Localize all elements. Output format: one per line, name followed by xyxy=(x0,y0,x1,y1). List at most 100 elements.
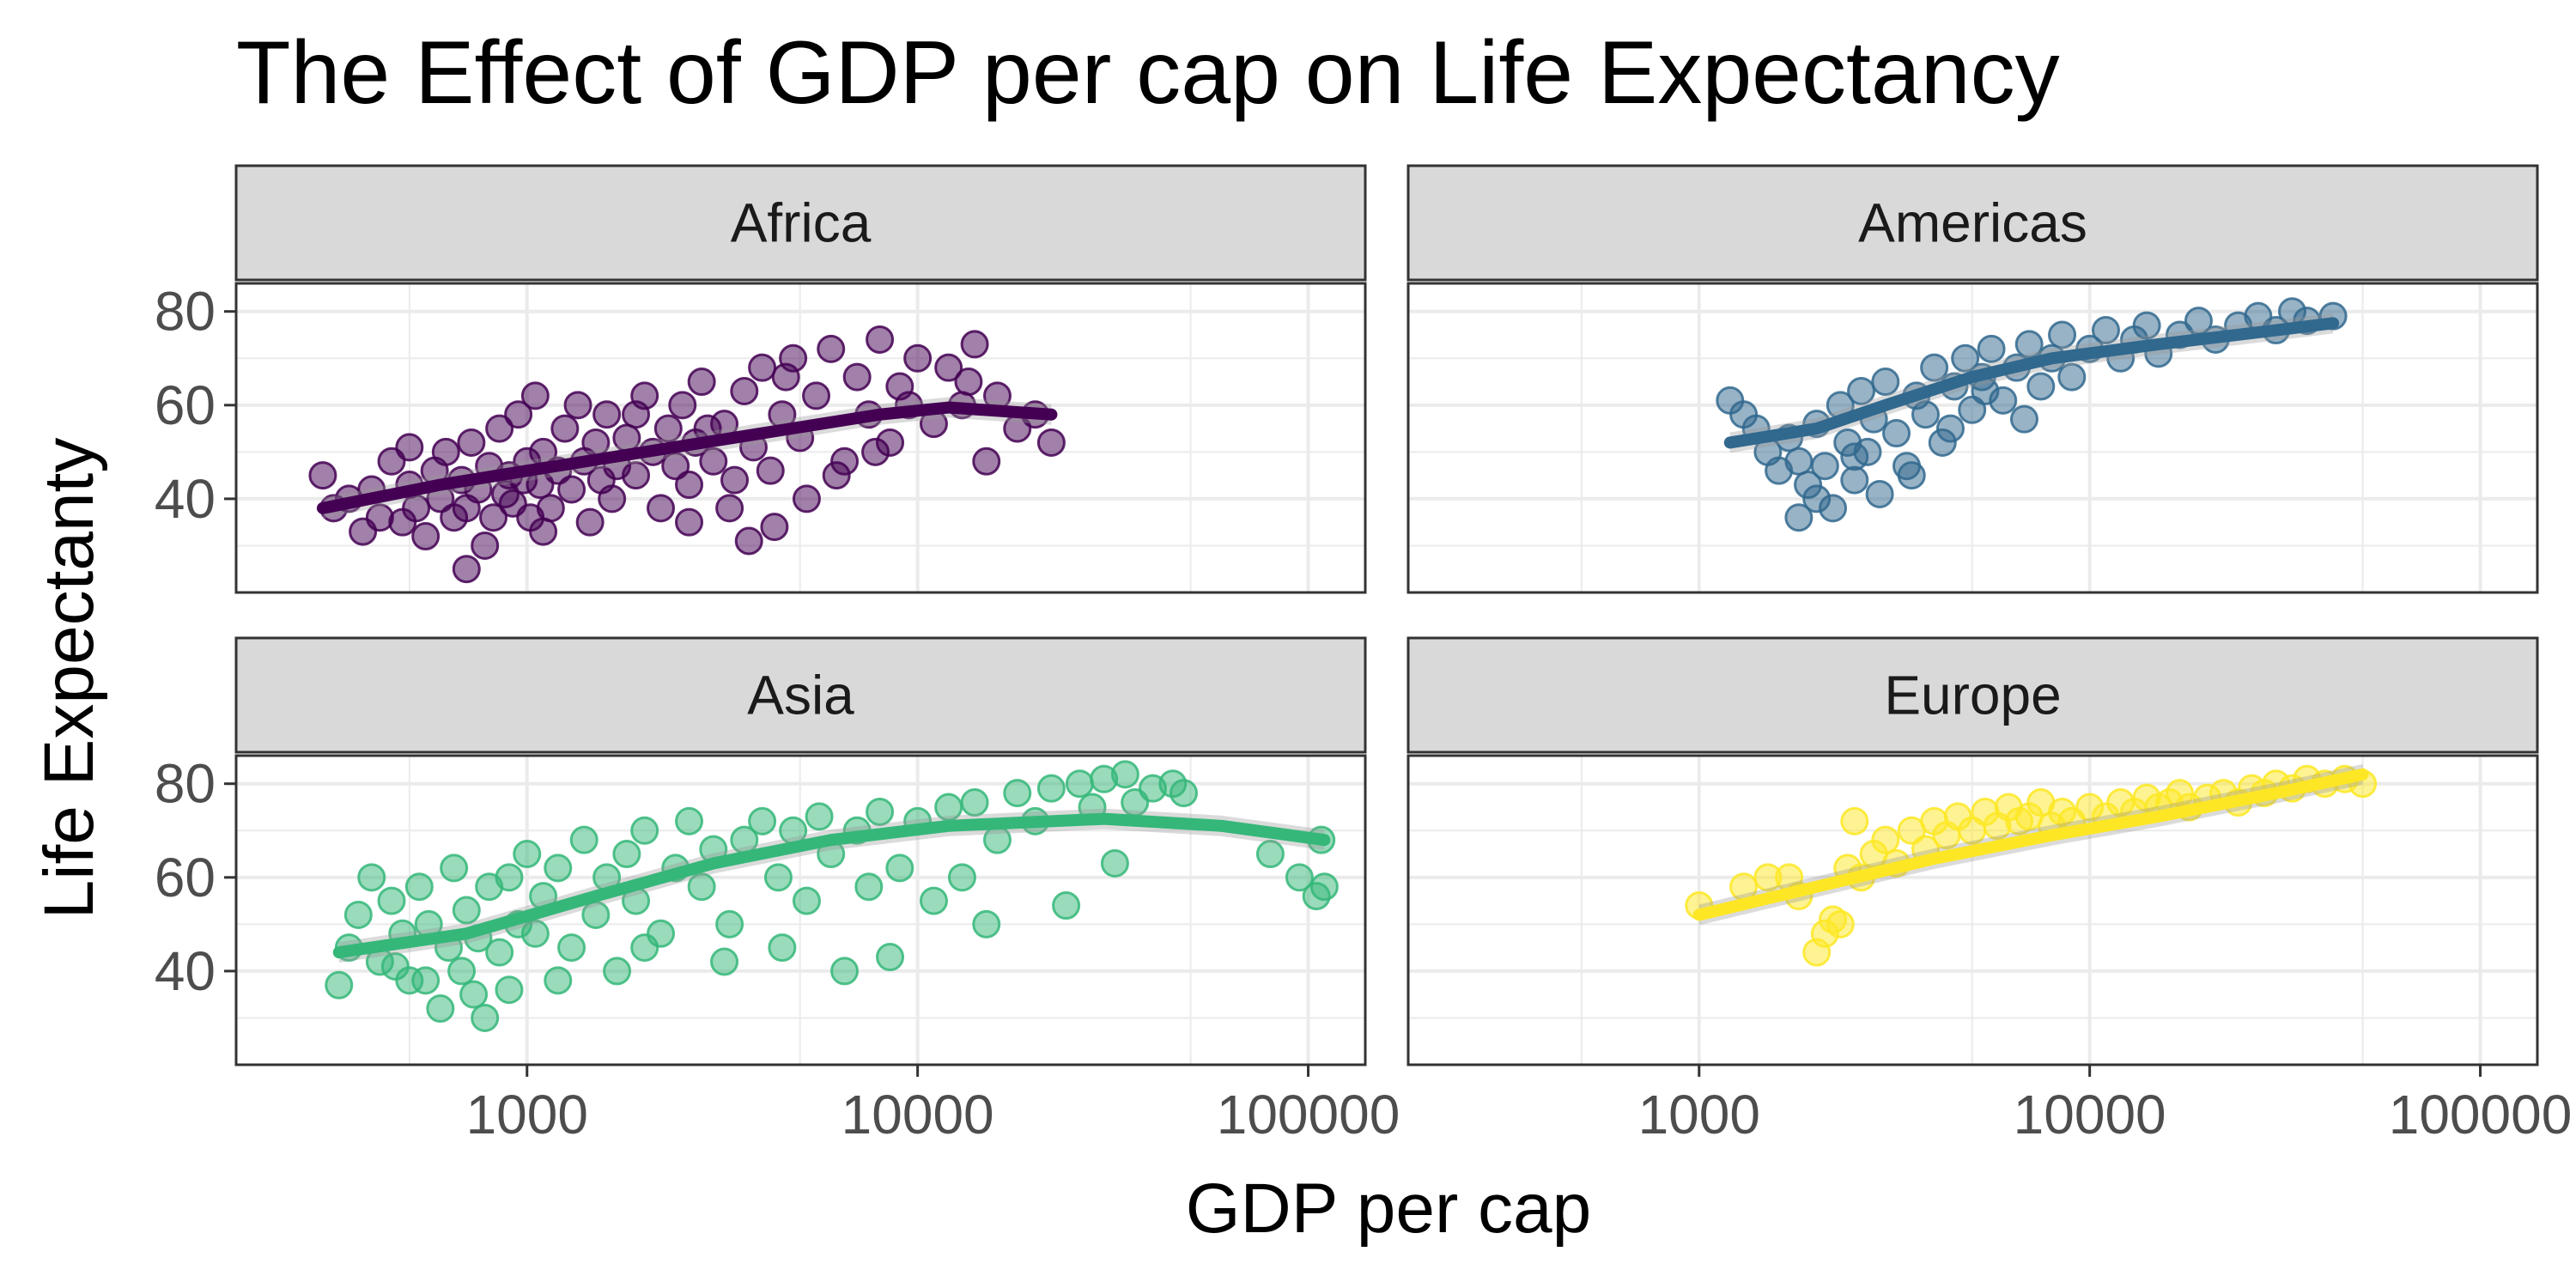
data-point xyxy=(495,863,524,892)
data-point xyxy=(792,886,821,915)
data-point xyxy=(622,461,651,490)
data-point xyxy=(1810,452,1839,481)
data-point xyxy=(768,933,797,963)
data-point xyxy=(550,414,580,443)
data-point xyxy=(2026,372,2056,401)
data-point xyxy=(748,353,777,382)
facet-grid: Africa 40 60 80 Americas Asia 40 60 80 1000 10000 1… xyxy=(155,164,2572,1145)
data-point xyxy=(529,517,558,546)
data-point xyxy=(972,909,1001,939)
data-point xyxy=(308,461,337,490)
data-point xyxy=(1977,334,2006,363)
data-point xyxy=(1840,806,1869,835)
data-point xyxy=(569,825,598,854)
facet-strip-label: Americas xyxy=(1858,192,2087,254)
facet-strip xyxy=(234,164,1367,282)
data-point xyxy=(557,475,586,504)
data-point xyxy=(457,428,486,457)
data-point xyxy=(2014,330,2044,359)
data-point xyxy=(805,802,834,831)
data-point xyxy=(411,966,440,995)
data-point xyxy=(1935,414,1965,443)
x-tick-label: 1000 xyxy=(466,1084,588,1145)
data-point xyxy=(404,872,434,902)
x-axis-title: GDP per cap xyxy=(1186,1170,1592,1248)
data-point xyxy=(1065,769,1094,799)
data-point xyxy=(715,494,744,523)
data-point xyxy=(1897,461,1926,490)
panel-border xyxy=(1406,282,2539,594)
data-point xyxy=(710,947,739,976)
data-point xyxy=(653,414,683,443)
data-points xyxy=(325,760,1339,1032)
data-point xyxy=(934,353,963,382)
data-point xyxy=(756,456,785,485)
data-point xyxy=(647,494,676,523)
facet-strip-label: Europe xyxy=(1884,665,2061,726)
trend-line xyxy=(1692,768,2369,921)
data-point xyxy=(1920,353,1949,382)
data-point xyxy=(1826,909,1855,939)
data-point xyxy=(720,465,750,495)
facet-europe: Europe 1000 10000 100000 xyxy=(1406,636,2572,1145)
panel-border xyxy=(234,754,1367,1066)
grid-lines xyxy=(1408,283,2537,592)
data-point xyxy=(544,854,573,883)
data-point xyxy=(699,447,728,476)
data-point xyxy=(802,381,831,410)
data-point xyxy=(452,896,481,925)
data-point xyxy=(1255,840,1285,869)
data-point xyxy=(343,900,373,929)
data-point xyxy=(866,325,895,354)
data-point xyxy=(1911,400,1940,429)
data-point xyxy=(575,507,605,537)
data-point xyxy=(903,343,933,373)
data-point xyxy=(830,957,860,986)
data-point xyxy=(866,797,895,826)
data-point xyxy=(459,980,489,1009)
data-point xyxy=(1110,760,1139,789)
data-point xyxy=(431,437,460,466)
data-point xyxy=(675,507,704,537)
data-point xyxy=(544,966,573,995)
x-tick-label: 10000 xyxy=(841,1084,994,1145)
data-point xyxy=(622,400,651,429)
data-point xyxy=(1871,368,1900,397)
y-tick-label: 40 xyxy=(155,468,216,530)
y-tick-label: 60 xyxy=(155,374,216,436)
facet-africa: Africa 40 60 80 xyxy=(155,164,1367,594)
data-point xyxy=(2091,316,2120,345)
trend-line xyxy=(332,812,1331,959)
data-point xyxy=(520,381,550,410)
data-point xyxy=(557,933,586,963)
data-point xyxy=(1784,503,1814,532)
data-point xyxy=(947,863,976,892)
data-point xyxy=(563,391,592,420)
data-point xyxy=(504,400,533,429)
data-point xyxy=(919,886,948,915)
data-point xyxy=(687,368,716,397)
data-point xyxy=(763,863,793,892)
data-point xyxy=(1840,465,1869,495)
data-point xyxy=(730,376,759,405)
facet-strip xyxy=(234,636,1367,754)
data-point xyxy=(771,362,800,392)
data-point xyxy=(842,362,872,392)
data-point xyxy=(2048,320,2077,349)
data-point xyxy=(495,975,524,1005)
trend-line xyxy=(1723,317,2340,449)
data-point xyxy=(479,503,508,532)
data-point xyxy=(792,484,821,513)
data-point xyxy=(513,840,542,869)
data-point xyxy=(822,461,851,490)
data-point xyxy=(715,909,744,939)
data-point xyxy=(1882,419,1911,448)
trend-confidence-band xyxy=(1729,313,2334,453)
x-tick-label: 100000 xyxy=(1217,1084,1400,1145)
data-point xyxy=(748,806,777,835)
facet-asia: Asia 40 60 80 1000 10000 100000 xyxy=(155,636,1400,1145)
data-point xyxy=(471,531,500,560)
data-point xyxy=(960,330,989,359)
data-point xyxy=(1951,343,1980,373)
data-point xyxy=(377,886,406,915)
